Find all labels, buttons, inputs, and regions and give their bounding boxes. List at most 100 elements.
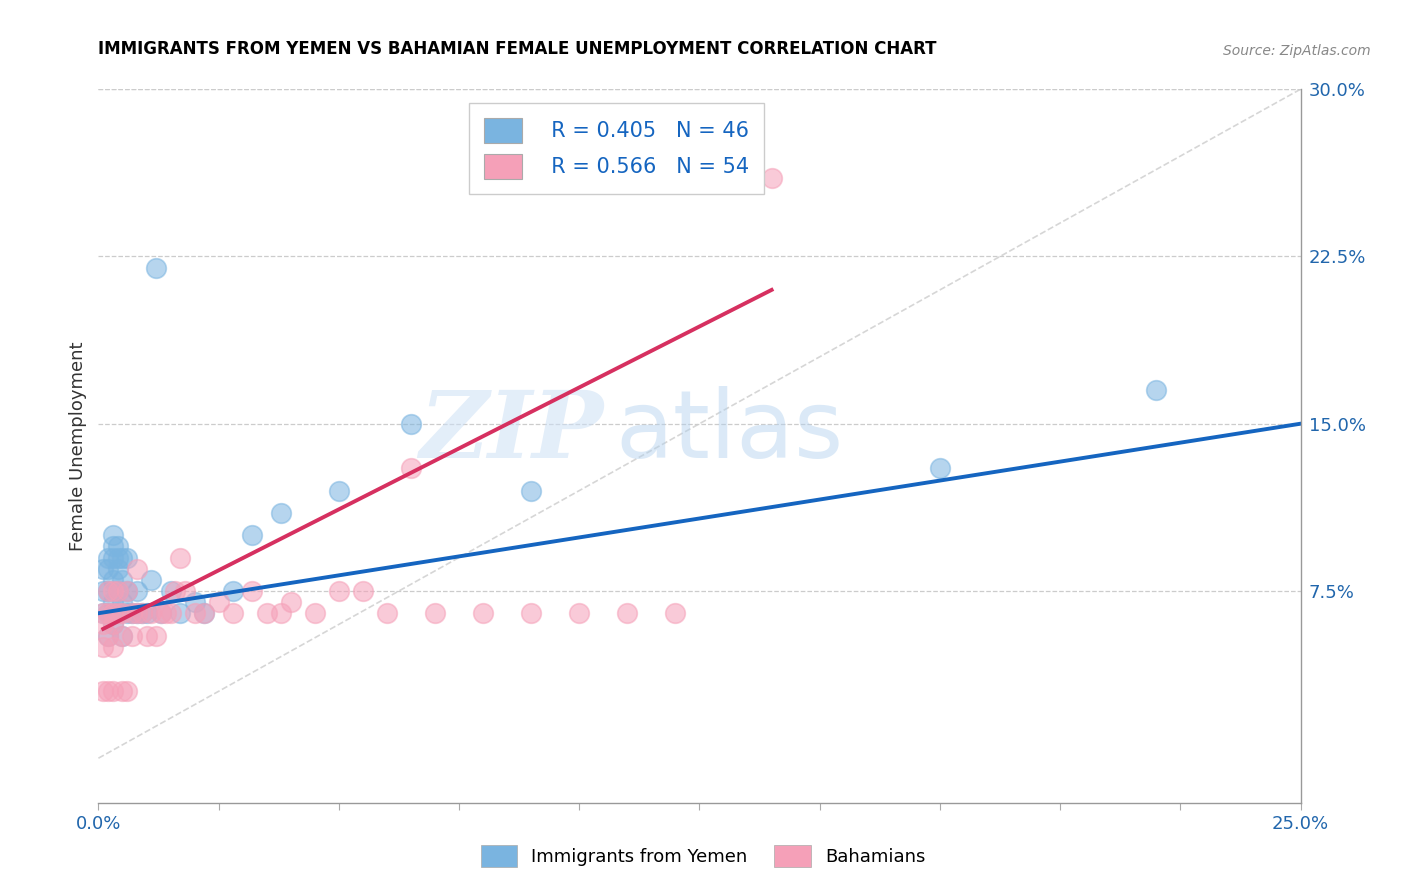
Point	[280, 595, 302, 609]
Point	[169, 550, 191, 565]
Point	[121, 607, 143, 621]
Point	[91, 640, 114, 654]
Point	[117, 550, 139, 565]
Point	[240, 583, 263, 598]
Point	[472, 607, 495, 621]
Point	[761, 171, 783, 186]
Point	[174, 583, 197, 598]
Point	[117, 583, 139, 598]
Point	[101, 640, 124, 654]
Point	[107, 562, 129, 576]
Point	[111, 550, 134, 565]
Point	[664, 607, 686, 621]
Point	[97, 628, 120, 642]
Point	[125, 562, 148, 576]
Point	[97, 628, 120, 642]
Point	[270, 607, 292, 621]
Point	[97, 583, 120, 598]
Point	[91, 617, 114, 632]
Point	[149, 607, 172, 621]
Point	[107, 583, 129, 598]
Point	[97, 607, 120, 621]
Point	[399, 417, 422, 431]
Point	[520, 483, 543, 498]
Point	[101, 573, 124, 587]
Point	[352, 583, 374, 598]
Point	[616, 607, 638, 621]
Point	[121, 628, 143, 642]
Point	[270, 506, 292, 520]
Point	[125, 607, 148, 621]
Point	[101, 617, 124, 632]
Point	[107, 607, 129, 621]
Point	[375, 607, 398, 621]
Point	[107, 550, 129, 565]
Point	[169, 607, 191, 621]
Point	[135, 607, 157, 621]
Point	[117, 607, 139, 621]
Point	[91, 583, 114, 598]
Point	[101, 583, 124, 598]
Legend:   R = 0.405   N = 46,   R = 0.566   N = 54: R = 0.405 N = 46, R = 0.566 N = 54	[470, 103, 763, 194]
Point	[101, 550, 124, 565]
Point	[111, 684, 134, 698]
Text: Source: ZipAtlas.com: Source: ZipAtlas.com	[1223, 44, 1371, 58]
Point	[159, 607, 181, 621]
Point	[328, 583, 350, 598]
Point	[423, 607, 446, 621]
Point	[111, 628, 134, 642]
Point	[135, 628, 157, 642]
Text: atlas: atlas	[616, 385, 844, 478]
Point	[399, 461, 422, 475]
Point	[97, 607, 120, 621]
Point	[101, 528, 124, 542]
Point	[91, 607, 114, 621]
Point	[107, 607, 129, 621]
Point	[101, 617, 124, 632]
Point	[141, 607, 163, 621]
Point	[222, 607, 245, 621]
Point	[141, 573, 163, 587]
Point	[111, 628, 134, 642]
Text: ZIP: ZIP	[419, 387, 603, 476]
Point	[111, 573, 134, 587]
Point	[928, 461, 950, 475]
Point	[183, 607, 205, 621]
Point	[107, 539, 129, 553]
Point	[97, 684, 120, 698]
Point	[101, 539, 124, 553]
Point	[193, 607, 215, 621]
Point	[97, 562, 120, 576]
Point	[159, 583, 181, 598]
Point	[155, 607, 177, 621]
Y-axis label: Female Unemployment: Female Unemployment	[69, 342, 87, 550]
Point	[222, 583, 245, 598]
Point	[121, 607, 143, 621]
Text: IMMIGRANTS FROM YEMEN VS BAHAMIAN FEMALE UNEMPLOYMENT CORRELATION CHART: IMMIGRANTS FROM YEMEN VS BAHAMIAN FEMALE…	[98, 40, 936, 58]
Point	[165, 583, 187, 598]
Point	[328, 483, 350, 498]
Point	[97, 583, 120, 598]
Point	[101, 595, 124, 609]
Point	[131, 607, 153, 621]
Point	[240, 528, 263, 542]
Point	[117, 684, 139, 698]
Legend: Immigrants from Yemen, Bahamians: Immigrants from Yemen, Bahamians	[474, 838, 932, 874]
Point	[145, 260, 167, 275]
Point	[117, 583, 139, 598]
Point	[107, 583, 129, 598]
Point	[256, 607, 278, 621]
Point	[125, 607, 148, 621]
Point	[520, 607, 543, 621]
Point	[91, 684, 114, 698]
Point	[1144, 384, 1167, 398]
Point	[149, 607, 172, 621]
Point	[183, 595, 205, 609]
Point	[145, 628, 167, 642]
Point	[111, 607, 134, 621]
Point	[131, 607, 153, 621]
Point	[111, 595, 134, 609]
Point	[304, 607, 326, 621]
Point	[125, 583, 148, 598]
Point	[91, 607, 114, 621]
